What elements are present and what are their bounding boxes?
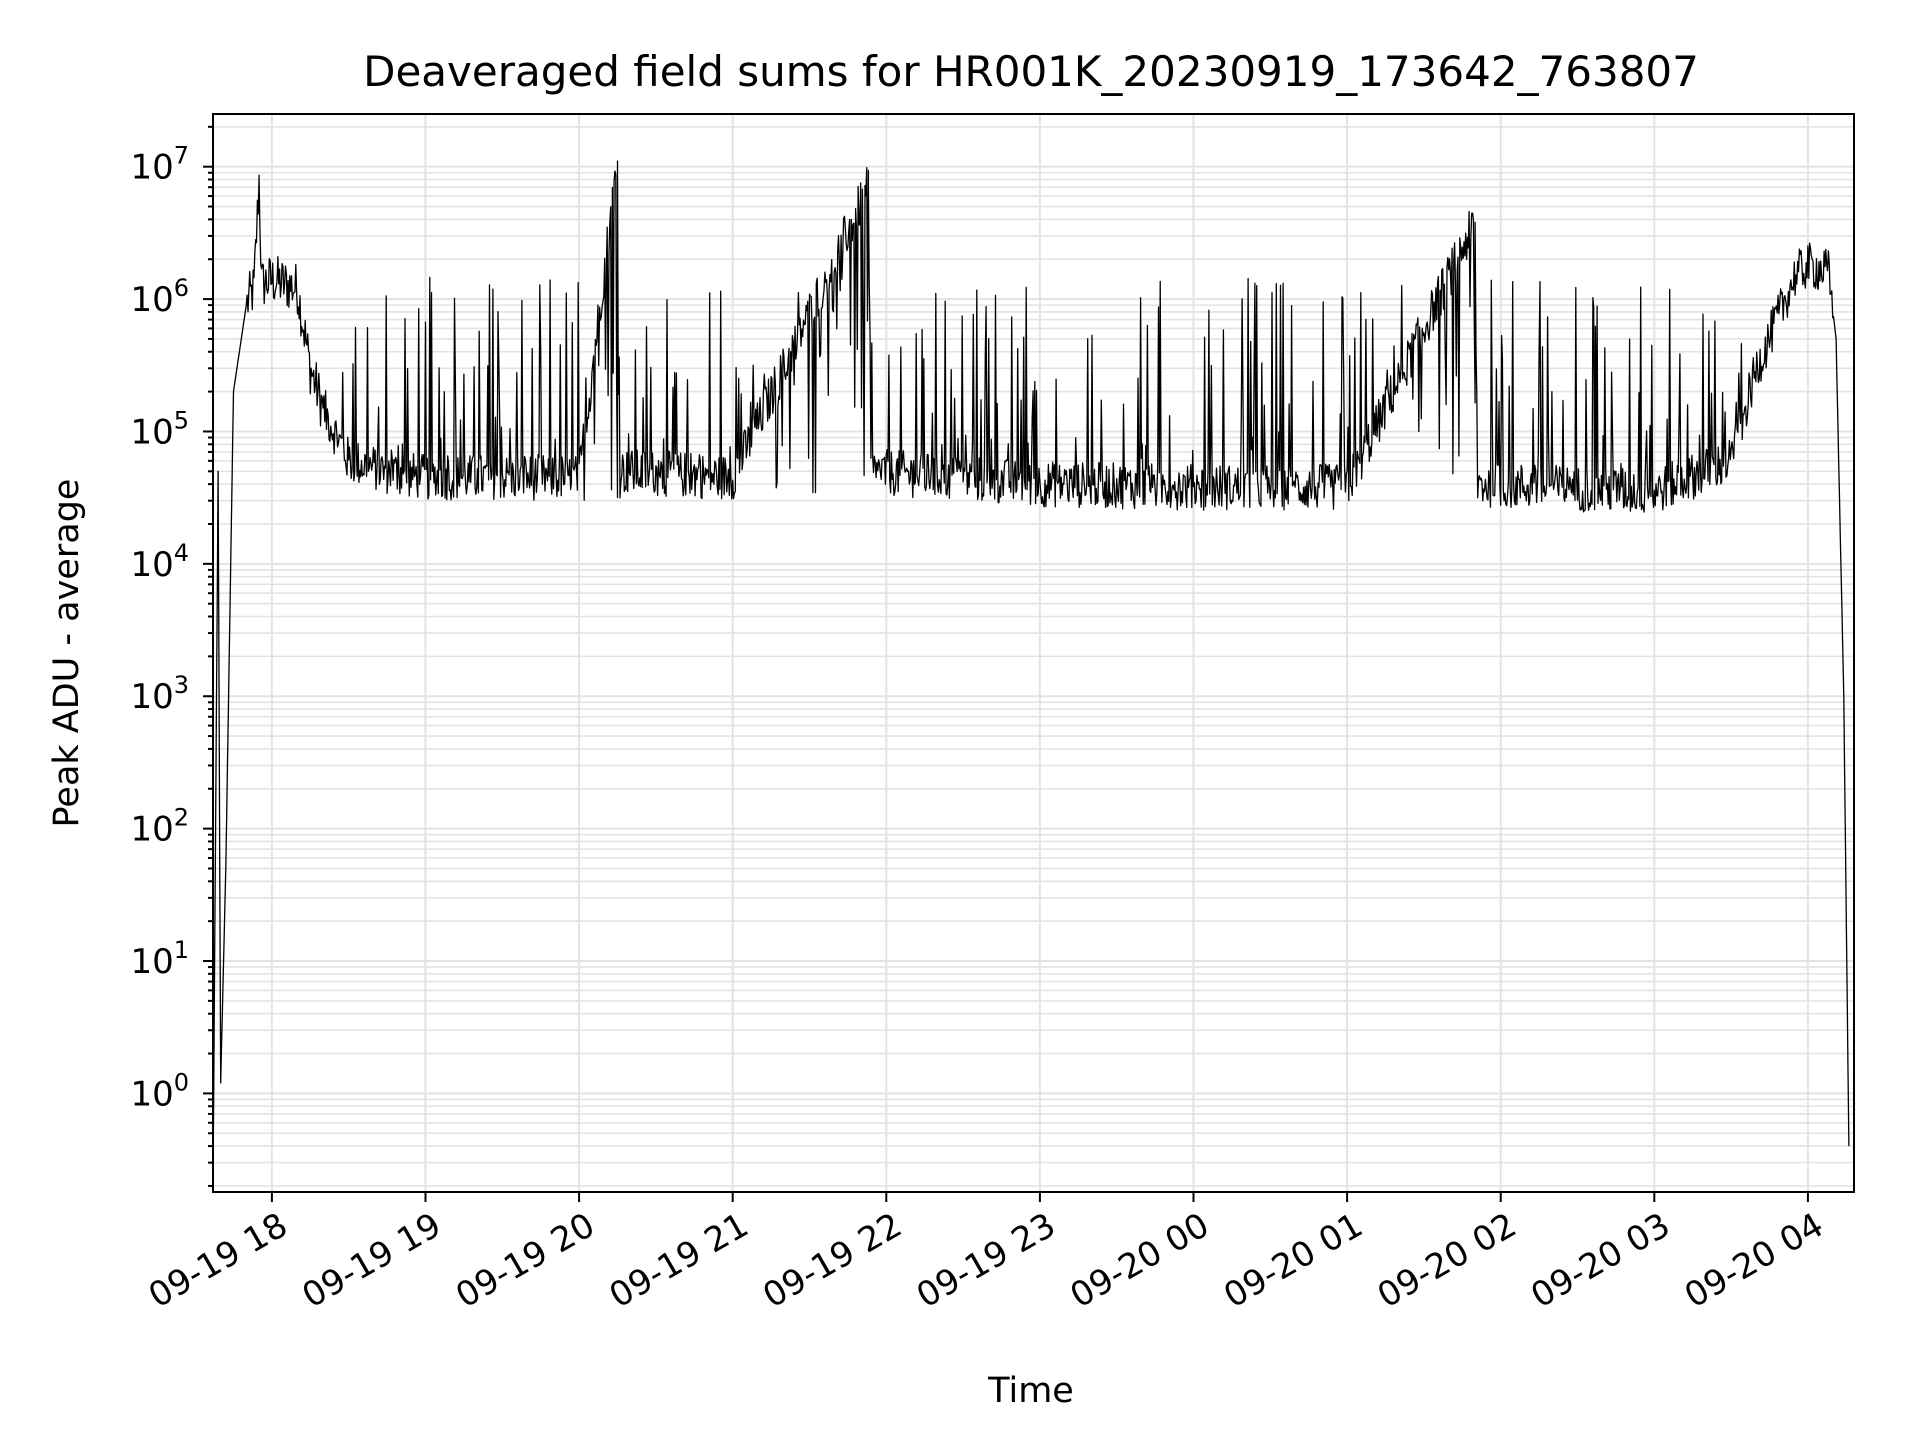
y-tick-label: 100: [130, 1068, 189, 1114]
chart-title: Deaveraged field sums for HR001K_2023091…: [363, 47, 1699, 96]
x-tick-label: 09-20 01: [1217, 1205, 1369, 1316]
plot-frame: [212, 113, 1855, 1193]
x-tick-label: 09-20 00: [1064, 1205, 1216, 1316]
y-axis-label: Peak ADU - average: [47, 479, 87, 828]
x-tick-label: 09-19 19: [296, 1205, 448, 1316]
y-tick-label: 103: [130, 671, 189, 717]
x-tick-label: 09-20 04: [1678, 1205, 1830, 1316]
x-tick-label: 09-19 21: [603, 1205, 755, 1316]
y-tick-label: 107: [130, 142, 189, 188]
x-tick-label: 09-19 22: [756, 1205, 908, 1316]
x-tick-label: 09-19 18: [142, 1205, 294, 1316]
series-line: [212, 160, 1850, 1186]
x-axis-label: Time: [987, 1371, 1074, 1411]
y-tick-label: 106: [130, 274, 189, 320]
y-tick-label: 104: [130, 539, 189, 585]
x-axis: 09-19 18 09-19 19 09-19 20 09-19 21 09-19 22…: [142, 1192, 1830, 1316]
y-tick-label: 105: [130, 406, 189, 452]
x-tick-label: 09-20 03: [1524, 1205, 1676, 1316]
series-group: [212, 160, 1850, 1186]
x-tick-label: 09-19 20: [449, 1205, 601, 1316]
grid: [213, 114, 1854, 1192]
y-axis: 100 101 102 103 104 105 106 107: [130, 125, 213, 1187]
x-tick-label: 09-20 02: [1371, 1205, 1523, 1316]
y-tick-label: 102: [130, 804, 189, 850]
x-tick-label: 09-19 23: [910, 1205, 1062, 1316]
y-tick-label: 101: [130, 936, 189, 982]
